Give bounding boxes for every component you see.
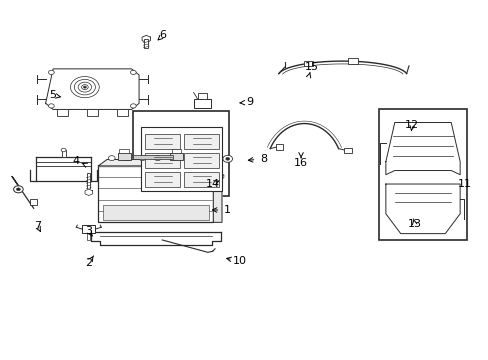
- Polygon shape: [213, 159, 222, 222]
- Bar: [98, 166, 213, 222]
- Bar: [86, 109, 98, 116]
- Text: 7: 7: [34, 221, 41, 231]
- Circle shape: [61, 148, 66, 152]
- Text: 5: 5: [49, 90, 56, 100]
- Bar: [61, 150, 65, 157]
- Polygon shape: [142, 35, 150, 42]
- Bar: [103, 206, 208, 220]
- Bar: [303, 60, 313, 66]
- Bar: [30, 199, 38, 206]
- Polygon shape: [217, 174, 224, 179]
- Text: 6: 6: [159, 30, 166, 40]
- Bar: [169, 153, 183, 159]
- Bar: [119, 149, 129, 153]
- Circle shape: [48, 70, 54, 75]
- Circle shape: [154, 156, 161, 161]
- Bar: [140, 127, 222, 190]
- Circle shape: [223, 155, 232, 162]
- Text: 16: 16: [293, 158, 307, 168]
- Circle shape: [83, 86, 86, 88]
- Bar: [275, 144, 283, 150]
- Circle shape: [139, 156, 145, 161]
- Bar: [378, 109, 467, 240]
- Polygon shape: [85, 189, 92, 195]
- Bar: [117, 153, 131, 159]
- Bar: [133, 155, 173, 159]
- Text: 11: 11: [457, 179, 471, 189]
- Bar: [144, 39, 148, 48]
- Text: 9: 9: [246, 98, 253, 107]
- Circle shape: [48, 104, 54, 108]
- Bar: [347, 58, 357, 64]
- Bar: [145, 134, 180, 149]
- Circle shape: [108, 156, 115, 161]
- Polygon shape: [98, 159, 222, 166]
- Text: 4: 4: [72, 156, 79, 166]
- Polygon shape: [385, 122, 459, 175]
- Bar: [197, 93, 207, 99]
- Polygon shape: [385, 184, 459, 234]
- Bar: [145, 153, 180, 168]
- Bar: [171, 149, 181, 153]
- Bar: [87, 173, 90, 189]
- Bar: [82, 225, 95, 233]
- Text: 15: 15: [304, 62, 318, 72]
- Text: 10: 10: [232, 256, 246, 266]
- Bar: [193, 99, 210, 108]
- Bar: [145, 172, 180, 187]
- Bar: [184, 153, 219, 168]
- Polygon shape: [45, 69, 139, 109]
- Bar: [87, 233, 90, 240]
- Bar: [219, 176, 222, 181]
- Text: 14: 14: [205, 179, 220, 189]
- Bar: [57, 109, 68, 116]
- Bar: [184, 134, 219, 149]
- Circle shape: [130, 104, 136, 108]
- Text: 1: 1: [224, 205, 231, 215]
- Circle shape: [17, 188, 20, 191]
- Circle shape: [130, 70, 136, 75]
- Text: 3: 3: [85, 226, 92, 236]
- Bar: [343, 148, 351, 153]
- Text: 2: 2: [85, 258, 92, 268]
- Text: 12: 12: [405, 120, 418, 130]
- Bar: [133, 111, 229, 196]
- Circle shape: [123, 156, 130, 161]
- Bar: [184, 172, 219, 187]
- Circle shape: [225, 157, 229, 160]
- Text: 13: 13: [407, 219, 421, 229]
- Text: 8: 8: [260, 154, 266, 164]
- Bar: [116, 109, 128, 116]
- Circle shape: [14, 186, 23, 193]
